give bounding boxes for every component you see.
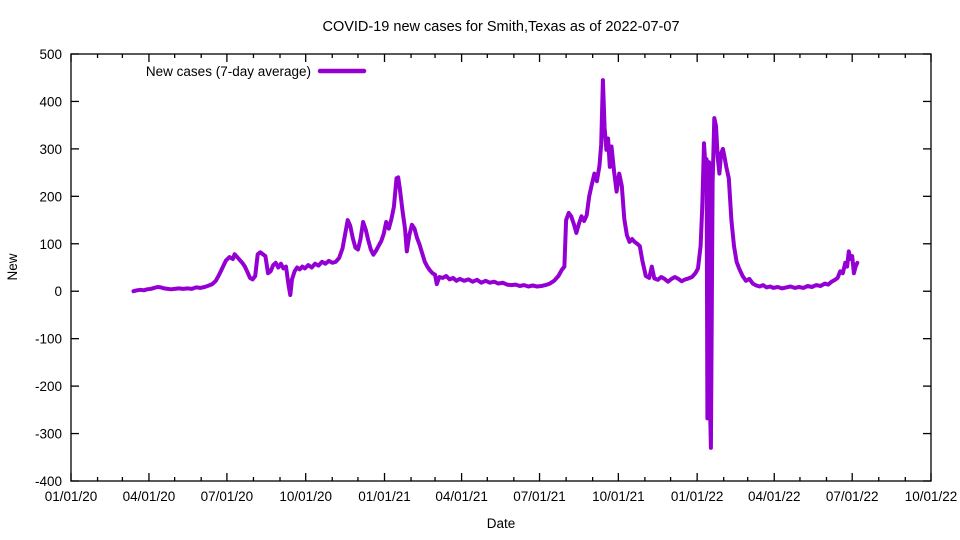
chart-title: COVID-19 new cases for Smith,Texas as of… [322,19,679,35]
legend: New cases (7-day average) [146,64,367,79]
x-tick-label: 04/01/21 [435,489,488,504]
y-tick-label: -300 [35,427,62,442]
axis-ticks [70,53,932,482]
x-tick-label: 04/01/22 [748,489,801,504]
y-tick-label: -200 [35,379,62,394]
y-tick-label: 100 [39,237,62,252]
series-line [131,78,860,450]
x-tick-label: 10/01/21 [592,489,645,504]
x-tick-label: 07/01/21 [513,489,566,504]
x-tick-label: 04/01/20 [123,489,176,504]
y-tick-label: 0 [54,284,62,299]
x-tick-label: 01/01/21 [358,489,411,504]
y-tick-label: 300 [39,142,62,157]
x-tick-label: 07/01/22 [826,489,879,504]
y-tick-label: -100 [35,332,62,347]
y-tick-label: 400 [39,94,62,109]
x-tick-label: 01/01/22 [671,489,724,504]
x-tick-label: 07/01/20 [201,489,254,504]
y-tick-label: -400 [35,474,62,489]
y-axis-label: New [5,253,20,280]
y-tick-label: 200 [39,189,62,204]
x-tick-label: 01/01/20 [45,489,98,504]
x-tick-label: 10/01/22 [905,489,958,504]
axis-tick-labels: -400 -300 -200 -100 0 100 200 300 400 500 01/01/20… [35,47,957,504]
y-tick-label: 500 [39,47,62,62]
x-axis-label: Date [487,516,516,531]
legend-label: New cases (7-day average) [146,64,311,79]
x-tick-label: 10/01/20 [279,489,332,504]
plot-border [70,53,932,482]
